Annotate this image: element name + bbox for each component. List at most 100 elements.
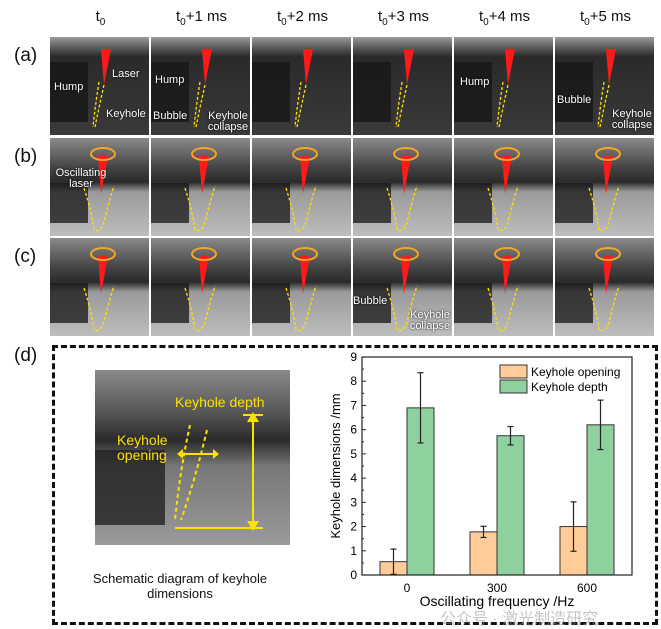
bar-depth	[496, 435, 525, 576]
oscillation-ring	[292, 247, 318, 261]
high-speed-frame	[353, 138, 452, 236]
error-bar	[480, 525, 487, 539]
panel-d-label: (d)	[14, 345, 38, 366]
oscillation-ring	[292, 147, 318, 161]
high-speed-frame: Bubble Keyhole collapse	[555, 37, 654, 135]
high-speed-frame	[454, 138, 553, 236]
y-tick-label: 3	[350, 495, 357, 509]
column-header: t0+3 ms	[353, 8, 454, 28]
y-tick-label: 5	[350, 447, 357, 461]
x-axis-title: Oscillating frequency /Hz	[420, 593, 575, 609]
keyhole-outline	[487, 185, 519, 232]
row-label: (c)	[14, 246, 37, 267]
keyhole-outline	[386, 285, 418, 332]
header-suffix: +4 ms	[488, 8, 530, 25]
laser-beam	[505, 49, 515, 85]
laser-beam	[603, 256, 613, 294]
column-header: t0	[50, 8, 151, 28]
oscillation-ring	[90, 247, 116, 261]
header-sub: 0	[382, 17, 388, 28]
x-tick-label: 300	[487, 581, 507, 595]
laser-beam	[202, 49, 212, 85]
error-bar	[570, 501, 577, 552]
high-speed-frame	[353, 37, 452, 135]
oscillation-ring	[393, 247, 419, 261]
high-speed-frame: Hump Bubble Keyhole collapse	[151, 37, 250, 135]
header-suffix: +5 ms	[589, 8, 631, 25]
frame-annotation: Hump	[54, 81, 84, 93]
error-bar	[417, 372, 424, 444]
y-tick-label: 6	[350, 423, 357, 437]
column-header: t0+2 ms	[252, 8, 353, 28]
frame-annotation: Bubble	[557, 94, 592, 106]
header-sub: 0	[584, 17, 590, 28]
laser-beam	[101, 49, 111, 85]
header-suffix: +2 ms	[286, 8, 328, 25]
header-base: t	[277, 8, 282, 25]
frame-annotation: Keyhole	[106, 108, 146, 120]
column-header: t0+4 ms	[454, 8, 555, 28]
keyhole-outline	[193, 81, 206, 128]
keyhole-outline	[83, 285, 115, 332]
oscillation-ring	[191, 147, 217, 161]
x-tick-label: 600	[577, 581, 597, 595]
frame-annotation: Bubble	[353, 295, 388, 307]
laser-beam	[606, 49, 616, 85]
laser-beam	[199, 256, 209, 294]
legend-swatch	[499, 379, 528, 394]
frame-annotation: Laser	[112, 68, 140, 80]
keyhole-outline	[588, 185, 620, 232]
high-speed-frame	[50, 238, 149, 336]
keyhole-outline	[386, 185, 418, 232]
frame-annotation: Oscillating laser	[55, 167, 107, 190]
laser-beam	[502, 256, 512, 294]
header-base: t	[95, 8, 100, 25]
watermark: 公众号 · 激光制造研究	[440, 611, 599, 628]
keyhole-outline	[92, 81, 105, 128]
high-speed-frame	[555, 238, 654, 336]
y-axis-title: Keyhole dimensions /mm	[328, 393, 343, 538]
high-speed-frame: Hump	[454, 37, 553, 135]
x-tick-label: 0	[404, 581, 411, 595]
oscillation-ring	[393, 147, 419, 161]
frame-annotation: Hump	[155, 74, 185, 86]
keyhole-outline	[184, 285, 216, 332]
frame-annotation: Bubble	[153, 110, 188, 122]
frame-annotation: Hump	[460, 76, 490, 88]
frame-annotation: Keyhole collapse	[409, 309, 451, 332]
column-header: t0+1 ms	[151, 8, 252, 28]
keyhole-outline	[487, 285, 519, 332]
y-tick-label: 8	[350, 374, 357, 388]
keyhole-schematic-image	[95, 370, 290, 545]
y-tick-label: 2	[350, 520, 357, 534]
keyhole-outline	[83, 185, 115, 232]
oscillation-ring	[90, 147, 116, 161]
y-tick-label: 0	[350, 568, 357, 582]
column-header: t0+5 ms	[555, 8, 656, 28]
y-tick-label: 4	[350, 471, 357, 485]
laser-beam	[502, 156, 512, 194]
keyhole-outline	[285, 185, 317, 232]
keyhole-opening-label: Keyhole opening	[117, 432, 168, 463]
header-base: t	[580, 8, 585, 25]
error-bar	[390, 548, 397, 575]
header-base: t	[176, 8, 181, 25]
schematic-caption: Schematic diagram of keyhole dimensions	[92, 571, 268, 601]
laser-beam	[199, 156, 209, 194]
y-tick-label: 1	[350, 544, 357, 558]
y-tick-label: 9	[350, 350, 357, 364]
row-label: (a)	[14, 45, 38, 66]
keyhole-outline	[285, 285, 317, 332]
high-speed-frame	[252, 238, 351, 336]
keyhole-outline	[184, 185, 216, 232]
frame-annotation: Keyhole collapse	[207, 110, 249, 133]
laser-beam	[401, 156, 411, 194]
header-sub: 0	[180, 17, 186, 28]
keyhole-outline	[588, 285, 620, 332]
legend-label: Keyhole opening	[531, 365, 620, 379]
high-speed-frame	[151, 138, 250, 236]
oscillation-ring	[595, 147, 621, 161]
high-speed-frame	[151, 238, 250, 336]
high-speed-frame	[454, 238, 553, 336]
